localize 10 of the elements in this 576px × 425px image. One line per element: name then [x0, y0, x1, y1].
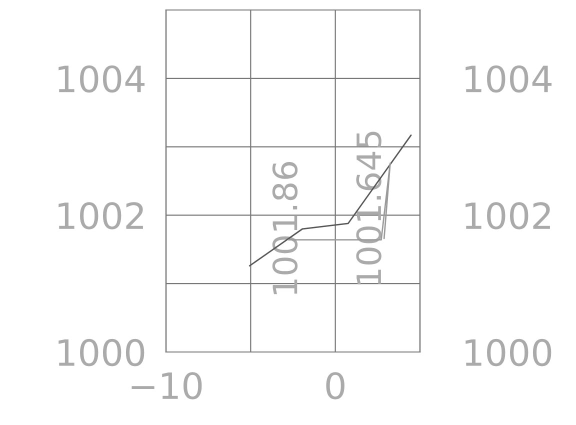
annotation: 1001.86 [272, 162, 298, 294]
y2-tick-label: 1000 [466, 338, 552, 366]
y-tick-label: 1004 [58, 65, 145, 93]
x-tick-label: 0 [326, 372, 344, 400]
y-tick-label: 1002 [58, 202, 143, 230]
y2-tick-label: 1002 [466, 202, 550, 230]
y-tick-label: 1000 [58, 338, 144, 366]
annotation: 1001.645 [356, 132, 382, 284]
x-tick-label: −10 [132, 372, 202, 400]
y2-tick-label: 1004 [466, 65, 552, 93]
